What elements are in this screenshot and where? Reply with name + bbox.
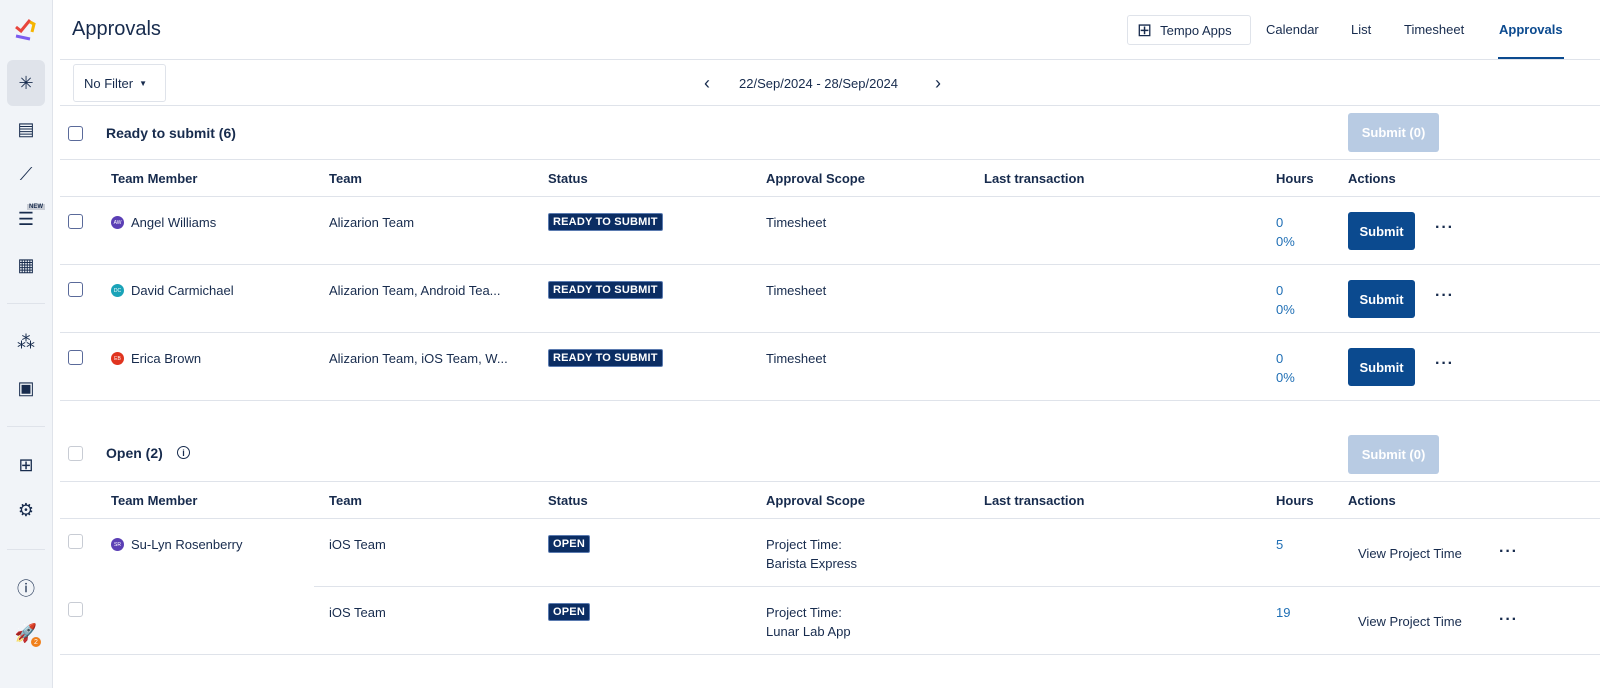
apps-icon[interactable]: ⊞	[18, 454, 34, 475]
approval-scope: Timesheet	[766, 283, 827, 298]
avatar: DC	[111, 284, 124, 297]
prev-week-button[interactable]: ‹	[704, 73, 710, 93]
team-name: iOS Team	[329, 605, 386, 620]
more-actions-icon[interactable]: ···	[1499, 611, 1518, 628]
active-tab-indicator	[1498, 57, 1564, 59]
rocket-icon[interactable]: 🚀 2	[7, 614, 45, 652]
submit-all-ready-button[interactable]: Submit (0)	[1348, 113, 1439, 152]
row-checkbox[interactable]	[68, 214, 83, 229]
hours-link[interactable]: 0	[1276, 283, 1284, 298]
submit-button[interactable]: Submit	[1348, 348, 1415, 386]
spinner-icon[interactable]: ✳	[7, 60, 45, 106]
hours-link[interactable]: 5	[1276, 537, 1284, 552]
team-member-name: Erica Brown	[131, 351, 202, 366]
hours-link[interactable]: 19	[1276, 605, 1291, 620]
tempo-apps-button[interactable]: ⊞ Tempo Apps	[1127, 15, 1251, 45]
avatar: SR	[111, 538, 124, 551]
next-week-button[interactable]: ›	[935, 73, 941, 93]
tab-approvals[interactable]: Approvals	[1499, 22, 1563, 37]
gear-icon[interactable]: ⚙	[17, 499, 35, 520]
row-checkbox[interactable]	[68, 350, 83, 365]
column-header: Actions	[1348, 493, 1396, 508]
tab-calendar[interactable]: Calendar	[1266, 22, 1319, 37]
column-header: Last transaction	[984, 493, 1085, 508]
row-checkbox[interactable]	[68, 534, 83, 549]
submit-button[interactable]: Submit	[1348, 280, 1415, 318]
status-badge: OPEN	[548, 535, 590, 553]
help-icon[interactable]: ⓘ	[17, 579, 35, 599]
column-header: Hours	[1276, 493, 1314, 508]
team-name: Alizarion Team	[329, 215, 415, 230]
row-checkbox[interactable]	[68, 602, 83, 617]
column-header: Approval Scope	[766, 171, 865, 186]
hours-percent: 0%	[1276, 302, 1295, 317]
row-checkbox[interactable]	[68, 282, 83, 297]
chart-line-icon[interactable]: ⟋	[19, 163, 33, 184]
column-header: Approval Scope	[766, 493, 865, 508]
hours-percent: 0%	[1276, 370, 1295, 385]
contact-icon[interactable]: ▣	[17, 377, 35, 398]
team-name: iOS Team	[329, 537, 386, 552]
status-badge: READY TO SUBMIT	[548, 281, 663, 299]
avatar: AW	[111, 216, 124, 229]
calendar-grid-icon[interactable]: ▦	[17, 254, 35, 275]
notification-badge: 2	[31, 637, 41, 647]
planner-icon[interactable]: ☰ NEW	[17, 204, 45, 229]
hours-percent: 0%	[1276, 234, 1295, 249]
sidebar: ✳ ▤ ⟋ ☰ NEW ▦ ⁂ ▣ ⊞ ⚙ ⓘ 🚀 2	[0, 0, 53, 688]
column-header: Team Member	[111, 171, 198, 186]
column-header: Hours	[1276, 171, 1314, 186]
approval-scope: Timesheet	[766, 351, 827, 366]
more-actions-icon[interactable]: ···	[1435, 287, 1454, 304]
tab-timesheet[interactable]: Timesheet	[1404, 22, 1465, 37]
more-actions-icon[interactable]: ···	[1435, 355, 1454, 372]
approval-scope-project: Lunar Lab App	[766, 624, 851, 639]
info-icon[interactable]: i	[177, 446, 190, 459]
column-header: Team	[329, 171, 362, 186]
section-title-ready: Ready to submit (6)	[106, 125, 236, 141]
select-all-open-checkbox[interactable]	[68, 446, 83, 461]
view-project-time-button[interactable]: View Project Time	[1358, 614, 1462, 629]
submit-all-open-button[interactable]: Submit (0)	[1348, 435, 1439, 474]
team-member-name: Su-Lyn Rosenberry	[131, 537, 243, 552]
document-icon[interactable]: ▤	[17, 118, 35, 139]
section-title-open: Open (2)	[106, 445, 163, 461]
status-badge: READY TO SUBMIT	[548, 213, 663, 231]
team-name: Alizarion Team, iOS Team, W...	[329, 351, 508, 366]
caret-down-icon: ▼	[139, 78, 148, 88]
tempo-logo-icon[interactable]	[7, 10, 45, 48]
status-badge: OPEN	[548, 603, 590, 621]
new-badge: NEW	[27, 204, 45, 210]
filter-dropdown[interactable]: No Filter ▼	[73, 64, 166, 102]
approval-scope: Timesheet	[766, 215, 827, 230]
hours-link[interactable]: 0	[1276, 215, 1284, 230]
team-icon[interactable]: ⁂	[17, 331, 35, 352]
submit-button[interactable]: Submit	[1348, 212, 1415, 250]
select-all-ready-checkbox[interactable]	[68, 126, 83, 141]
approval-scope: Project Time:	[766, 537, 842, 552]
column-header: Actions	[1348, 171, 1396, 186]
team-member-name: David Carmichael	[131, 283, 234, 298]
tab-list[interactable]: List	[1351, 22, 1372, 37]
date-range: 22/Sep/2024 - 28/Sep/2024	[739, 76, 899, 91]
team-member-name: Angel Williams	[131, 215, 217, 230]
page-title: Approvals	[72, 18, 161, 40]
team-name: Alizarion Team, Android Tea...	[329, 283, 501, 298]
column-header: Status	[548, 493, 588, 508]
column-header: Team Member	[111, 493, 198, 508]
approval-scope: Project Time:	[766, 605, 842, 620]
more-actions-icon[interactable]: ···	[1499, 543, 1518, 560]
approval-scope-project: Barista Express	[766, 556, 858, 571]
status-badge: READY TO SUBMIT	[548, 349, 663, 367]
avatar: EB	[111, 352, 124, 365]
column-header: Status	[548, 171, 588, 186]
view-project-time-button[interactable]: View Project Time	[1358, 546, 1462, 561]
column-header: Team	[329, 493, 362, 508]
more-actions-icon[interactable]: ···	[1435, 219, 1454, 236]
apps-icon: ⊞	[1137, 19, 1153, 40]
column-header: Last transaction	[984, 171, 1085, 186]
hours-link[interactable]: 0	[1276, 351, 1284, 366]
